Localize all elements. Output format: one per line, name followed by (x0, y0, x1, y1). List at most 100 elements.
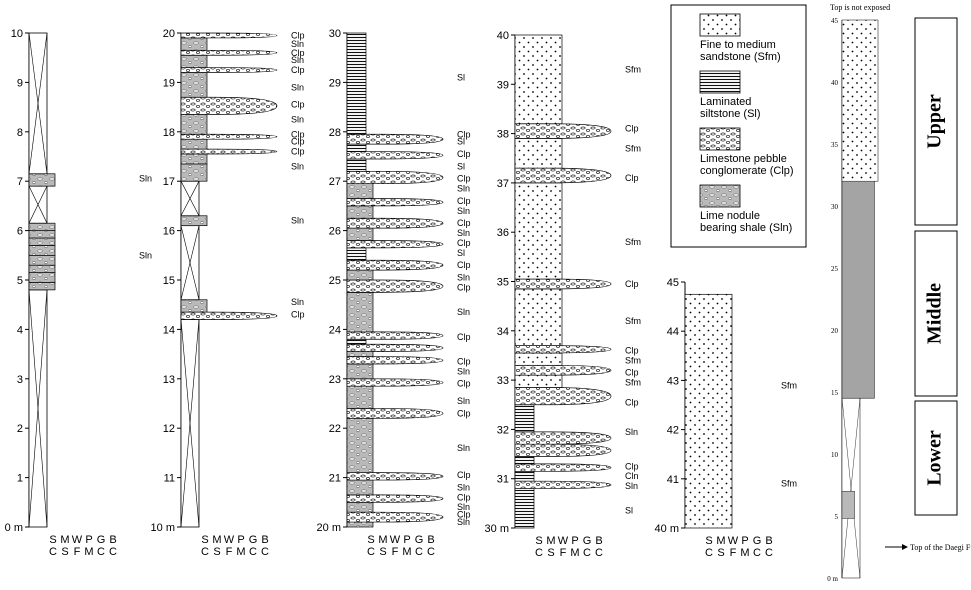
sln-bed (28, 282, 56, 291)
clp-bed (346, 170, 444, 185)
axis-tick-label: 24 (329, 324, 341, 336)
legend-label: Lime nodule (700, 210, 760, 222)
overview-tick-label: 30 (831, 203, 839, 211)
overview-tick-label: 40 (831, 79, 839, 87)
axis-tick-label: 14 (163, 324, 175, 336)
axis-tick-label: 40 (497, 30, 509, 42)
lithology-label: Clp (457, 357, 471, 367)
axis-tick-label: 15 (163, 275, 175, 287)
axis-tick-label: 6 (17, 226, 23, 238)
grain-size-label: C (249, 546, 257, 558)
axis-tick-label: 39 (497, 79, 509, 91)
lithology-label: Sln (457, 482, 470, 492)
grain-size-label: G (753, 535, 762, 547)
grain-size-label: S (379, 546, 386, 558)
grain-size-label: F (730, 547, 737, 559)
axis-tick-label: 45 (667, 277, 679, 289)
lithology-label: Sl (457, 161, 465, 171)
axis-tick-label: 9 (17, 77, 23, 89)
clp-bed (180, 49, 278, 56)
grain-size-label: G (415, 534, 424, 546)
lithology-label: Cln (625, 471, 639, 481)
grain-size-label: W (224, 534, 235, 546)
sl-bed (346, 143, 367, 152)
sln-bed (28, 272, 56, 283)
clp-bed (346, 133, 444, 145)
axis-tick-label: 40 m (655, 523, 679, 535)
lithology-label: Sfm (625, 65, 641, 75)
grain-size-label: G (97, 534, 106, 546)
lithology-label: Clp (625, 461, 639, 471)
sln-bed (346, 385, 374, 409)
grain-size-label: P (237, 534, 244, 546)
grain-size-label: C (705, 547, 713, 559)
clp-bed (346, 408, 444, 419)
legend-label: Fine to medium (700, 39, 776, 51)
unit-box-middle (914, 230, 958, 397)
lithology-label: Sln (291, 39, 304, 49)
axis-tick-label: 25 (329, 275, 341, 287)
sl-bed (346, 32, 367, 135)
legend-label: conglomerate (Clp) (700, 165, 794, 177)
sln-bed (28, 173, 56, 187)
sln-bed (346, 292, 374, 333)
overview-tick-label: 15 (831, 389, 839, 397)
axis-tick-label: 34 (497, 326, 509, 338)
clp-bed (346, 151, 444, 160)
sfm-bed (514, 34, 563, 125)
lithology-label: Clp (291, 30, 305, 40)
lithology-label: Sln (625, 427, 638, 437)
sl-bed (514, 404, 535, 433)
grain-size-label: W (558, 535, 569, 547)
axis-tick-label: 2 (17, 423, 23, 435)
grain-size-label: S (547, 547, 554, 559)
axis-tick-label: 27 (329, 176, 341, 188)
lithology-label: Clp (457, 282, 471, 292)
axis-tick-label: 0 m (5, 522, 23, 534)
sfm-bed (514, 352, 563, 366)
lithology-label: Clp (457, 332, 471, 342)
clp-bed (514, 278, 612, 290)
clp-bed (514, 345, 612, 354)
grain-size-label: M (60, 534, 69, 546)
grain-size-label: M (84, 546, 93, 558)
axis-tick-label: 30 m (485, 523, 509, 535)
lithology-label: Sln (139, 174, 152, 184)
grain-size-label: C (261, 546, 269, 558)
axis-tick-label: 3 (17, 374, 23, 386)
legend-label: siltstone (Sl) (700, 108, 761, 120)
unit-label-lower: Lower (924, 430, 946, 486)
sl-bed (514, 488, 535, 529)
arrow-head-icon (902, 544, 908, 550)
axis-tick-label: 36 (497, 227, 509, 239)
axis-tick-label: 31 (497, 474, 509, 486)
legend-label: Laminated (700, 96, 751, 108)
grain-size-label: M (212, 534, 221, 546)
grain-size-label: C (427, 546, 435, 558)
clp-bed (514, 387, 612, 406)
axis-tick-label: 32 (497, 424, 509, 436)
covered-cross-line (28, 186, 48, 224)
clp-bed (180, 133, 278, 140)
grain-size-label: S (61, 546, 68, 558)
clp-bed (514, 443, 612, 457)
axis-tick-label: 23 (329, 374, 341, 386)
grain-size-label: C (753, 547, 761, 559)
lithology-label: Clp (625, 173, 639, 183)
clp-bed (346, 343, 444, 352)
grain-size-label: B (595, 535, 602, 547)
lithology-label: Sln (291, 114, 304, 124)
sln-bed (28, 264, 56, 273)
legend-label: sandstone (Sfm) (700, 51, 781, 63)
lithology-label: Sln (457, 443, 470, 453)
sln-bed (28, 222, 56, 231)
sln-bed (180, 37, 208, 51)
grain-size-label: C (367, 546, 375, 558)
overview-tick-label: 35 (831, 141, 839, 149)
axis-tick-label: 41 (667, 474, 679, 486)
lithology-label: Sln (625, 481, 638, 491)
sln-bed (28, 237, 56, 246)
overview-column: Top is not exposed 0 m 5 10 15 20 25 30 35 40 45 Up… (827, 3, 971, 583)
grain-size-label: C (535, 547, 543, 559)
